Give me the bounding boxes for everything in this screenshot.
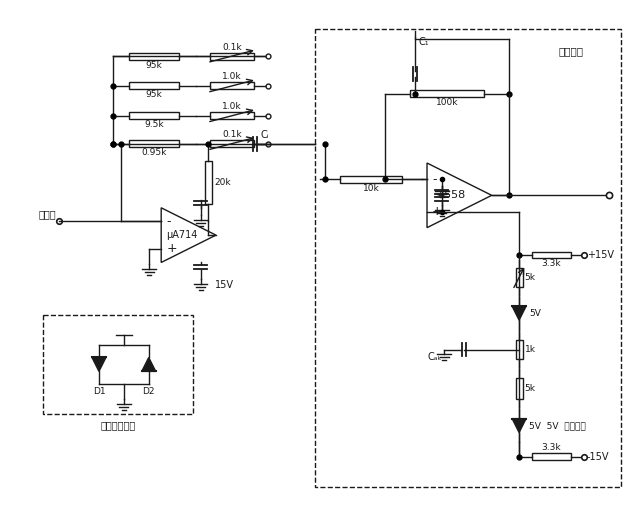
Text: 5k: 5k (524, 384, 536, 393)
Bar (532, 454, 571, 460)
Text: 10k: 10k (363, 184, 379, 192)
Bar (515, 340, 522, 359)
Bar (210, 112, 254, 119)
Bar (129, 83, 179, 89)
Bar (129, 112, 179, 119)
Text: 1.0k: 1.0k (222, 72, 242, 82)
Text: 95k: 95k (146, 90, 162, 100)
Text: D2: D2 (143, 388, 155, 396)
Text: 1.0k: 1.0k (222, 102, 242, 111)
Text: 0.1k: 0.1k (222, 130, 242, 139)
Bar (205, 161, 212, 204)
Text: +: + (166, 243, 177, 255)
Text: 15V: 15V (216, 280, 235, 291)
Text: -15V: -15V (587, 452, 609, 462)
Bar (410, 90, 484, 98)
Text: 5V  5V  调零电路: 5V 5V 调零电路 (529, 421, 586, 430)
Polygon shape (512, 418, 526, 432)
Text: 0.95k: 0.95k (141, 148, 167, 157)
Bar (515, 378, 522, 399)
Text: 3.3k: 3.3k (541, 260, 561, 268)
Bar (210, 140, 254, 147)
Text: 0.1k: 0.1k (222, 43, 242, 52)
Text: 100k: 100k (436, 99, 458, 107)
Bar (129, 53, 179, 59)
Polygon shape (512, 306, 526, 320)
Polygon shape (142, 358, 156, 372)
Text: +15V: +15V (587, 250, 614, 260)
Text: D1: D1 (93, 388, 105, 396)
Text: 消振电容: 消振电容 (559, 46, 584, 56)
Text: 5V: 5V (529, 309, 541, 318)
Text: 4558: 4558 (437, 190, 465, 200)
Text: 5k: 5k (524, 273, 536, 282)
Text: 95k: 95k (146, 60, 162, 70)
Bar (129, 140, 179, 147)
Bar (515, 268, 522, 287)
Text: μA714: μA714 (166, 230, 197, 240)
Text: Cᵢ: Cᵢ (260, 130, 269, 140)
Text: C₁: C₁ (418, 37, 429, 47)
Text: 9.5k: 9.5k (145, 120, 164, 129)
Text: 输入保护电路: 输入保护电路 (100, 420, 136, 430)
Bar (340, 175, 401, 183)
Text: +: + (432, 205, 443, 218)
Text: 20k: 20k (214, 178, 231, 187)
Bar (532, 251, 571, 259)
Text: Cₐₖ: Cₐₖ (428, 352, 443, 362)
Bar (210, 53, 254, 59)
Polygon shape (92, 358, 106, 372)
Text: 输入端: 输入端 (39, 209, 56, 219)
Bar (210, 83, 254, 89)
Text: -: - (432, 173, 436, 186)
Text: -: - (166, 215, 171, 228)
Text: 1k: 1k (524, 345, 536, 354)
Text: 3.3k: 3.3k (541, 443, 561, 453)
